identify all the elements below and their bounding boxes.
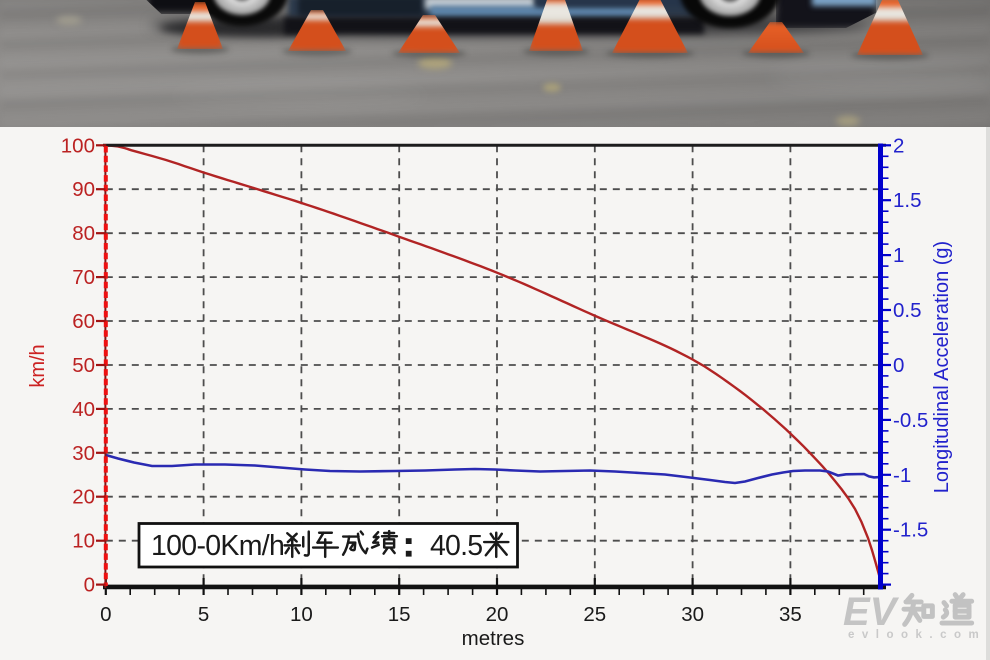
svg-text:40.5: 40.5 (430, 530, 482, 562)
svg-text:-0.5: -0.5 (893, 409, 928, 432)
svg-text:70: 70 (72, 266, 95, 289)
svg-text:EV: EV (843, 590, 900, 634)
svg-text:90: 90 (72, 178, 95, 201)
svg-text:5: 5 (198, 603, 209, 626)
svg-text:80: 80 (72, 222, 95, 245)
svg-text:0: 0 (84, 574, 95, 597)
svg-text:0.5: 0.5 (893, 299, 922, 322)
svg-text:10: 10 (290, 603, 313, 626)
svg-text:-1.5: -1.5 (893, 519, 928, 542)
svg-text:35: 35 (779, 603, 802, 626)
svg-text:25: 25 (583, 603, 606, 626)
svg-text:Longitudinal Acceleration (g): Longitudinal Acceleration (g) (931, 241, 953, 493)
svg-text:-1: -1 (893, 464, 911, 487)
svg-text:1: 1 (893, 244, 904, 267)
svg-text:30: 30 (681, 603, 704, 626)
svg-text:30: 30 (72, 442, 95, 465)
svg-text:0: 0 (100, 603, 111, 626)
svg-text:40: 40 (72, 398, 95, 421)
svg-text:metres: metres (462, 627, 525, 650)
svg-text:20: 20 (486, 603, 509, 626)
svg-text:2: 2 (893, 134, 904, 157)
svg-text:100-0Km/h: 100-0Km/h (151, 530, 284, 562)
svg-text:km/h: km/h (27, 344, 49, 387)
svg-text:20: 20 (72, 486, 95, 509)
svg-text:50: 50 (72, 354, 95, 377)
svg-text:1.5: 1.5 (893, 189, 922, 212)
svg-text:0: 0 (893, 354, 904, 377)
svg-text:evlook.com: evlook.com (848, 629, 986, 641)
svg-text:100: 100 (61, 134, 95, 157)
svg-text:60: 60 (72, 310, 95, 333)
svg-text:15: 15 (388, 603, 411, 626)
svg-text:10: 10 (72, 530, 95, 553)
